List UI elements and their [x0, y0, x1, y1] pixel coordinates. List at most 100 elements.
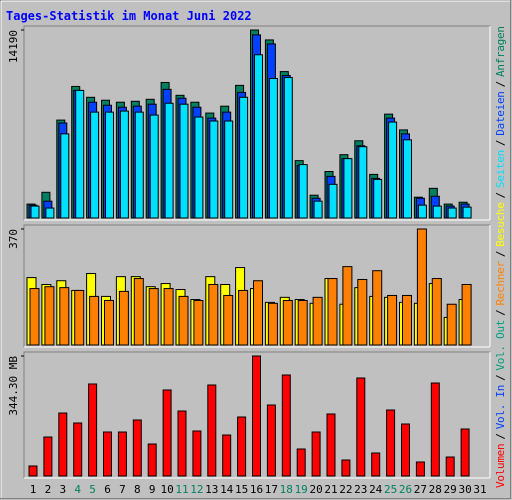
bar — [43, 436, 53, 477]
x-tick-label: 15 — [235, 483, 248, 496]
bar — [357, 278, 368, 346]
bar — [162, 389, 172, 477]
x-tick-label: 14 — [220, 483, 234, 496]
bar — [356, 377, 366, 477]
bar — [343, 158, 353, 219]
y-tick-label: 14190 — [7, 30, 20, 63]
bar — [417, 204, 427, 219]
bar — [132, 419, 142, 477]
legend-entry: Rechner — [494, 260, 507, 305]
bar — [430, 382, 440, 477]
bar — [282, 299, 293, 346]
x-tick-label: 28 — [429, 483, 442, 496]
x-tick-label: 12 — [190, 483, 203, 496]
bar — [148, 288, 159, 346]
legend-entry: Volumen — [494, 443, 507, 488]
bar — [281, 374, 291, 477]
bar — [193, 299, 204, 346]
bar — [209, 120, 219, 219]
x-tick-label: 6 — [104, 483, 111, 496]
bar — [133, 278, 144, 346]
bar — [45, 207, 55, 219]
x-tick-label: 17 — [265, 483, 278, 496]
bar — [88, 383, 98, 477]
bar — [342, 266, 353, 346]
x-tick-label: 5 — [89, 483, 96, 496]
bar — [328, 183, 338, 219]
y-tick-label: 370 — [7, 229, 20, 249]
x-tick-label: 19 — [295, 483, 308, 496]
bar — [296, 448, 306, 477]
bar — [252, 355, 261, 477]
legend: Volumen / Vol. In / Vol. Out / Rechner / Besuche… — [494, 26, 507, 488]
bar — [266, 404, 276, 477]
x-tick-label: 24 — [369, 483, 383, 496]
bar — [164, 102, 174, 219]
bar — [194, 116, 204, 219]
legend-entry: Anfragen — [494, 26, 507, 77]
bar — [222, 434, 232, 477]
bar — [119, 110, 129, 219]
bar — [29, 288, 40, 346]
bar — [179, 103, 189, 219]
bar — [431, 278, 442, 346]
bar — [238, 289, 249, 346]
bar — [447, 207, 457, 219]
bar — [178, 295, 189, 346]
x-tick-label: 10 — [160, 483, 173, 496]
legend-entry: Vol. In — [494, 385, 507, 430]
bar — [105, 111, 114, 219]
bar — [177, 410, 187, 477]
bar — [117, 431, 127, 477]
bar — [415, 461, 425, 477]
bar — [30, 205, 40, 219]
bar — [387, 294, 398, 346]
bar — [313, 200, 323, 219]
bar — [298, 164, 308, 219]
bar — [446, 303, 457, 346]
bar — [460, 428, 470, 477]
bar — [432, 205, 442, 219]
bar — [311, 431, 321, 477]
bar — [75, 89, 85, 219]
x-tick-label: 22 — [339, 483, 352, 496]
bar — [44, 286, 55, 346]
bar — [224, 120, 234, 219]
bar — [386, 409, 396, 477]
bar — [358, 146, 368, 219]
x-tick-label: 25 — [384, 483, 397, 496]
bar — [118, 290, 129, 346]
x-tick-label: 18 — [280, 483, 293, 496]
bar — [237, 416, 247, 477]
legend-entry: Seiten — [494, 150, 507, 188]
bar — [89, 295, 100, 346]
bar — [267, 302, 278, 346]
bar — [388, 121, 398, 219]
bar — [28, 465, 38, 477]
bar — [341, 459, 351, 477]
bar — [208, 283, 219, 346]
chart-title: Tages-Statistik im Monat Juni 2022 — [6, 9, 252, 23]
y-tick-label: 344.30 MB — [7, 356, 20, 416]
bar — [373, 178, 383, 219]
x-tick-label: 27 — [414, 483, 427, 496]
x-tick-label: 13 — [205, 483, 218, 496]
bar — [207, 384, 217, 477]
bar — [254, 54, 263, 219]
legend-separator: / — [494, 433, 507, 440]
legend-entry: Vol. Out — [494, 320, 507, 371]
legend-entry: Dateien — [494, 91, 507, 136]
bar — [327, 278, 338, 346]
bar — [403, 139, 412, 219]
legend-separator: / — [494, 81, 507, 88]
bar — [268, 77, 278, 219]
legend-separator: / — [494, 251, 507, 258]
legend-separator: / — [494, 192, 507, 199]
bar — [60, 133, 70, 219]
bar — [59, 287, 70, 346]
bar — [104, 299, 114, 346]
legend-entry: Besuche — [494, 202, 507, 247]
bar — [416, 228, 427, 346]
bar — [223, 294, 234, 346]
